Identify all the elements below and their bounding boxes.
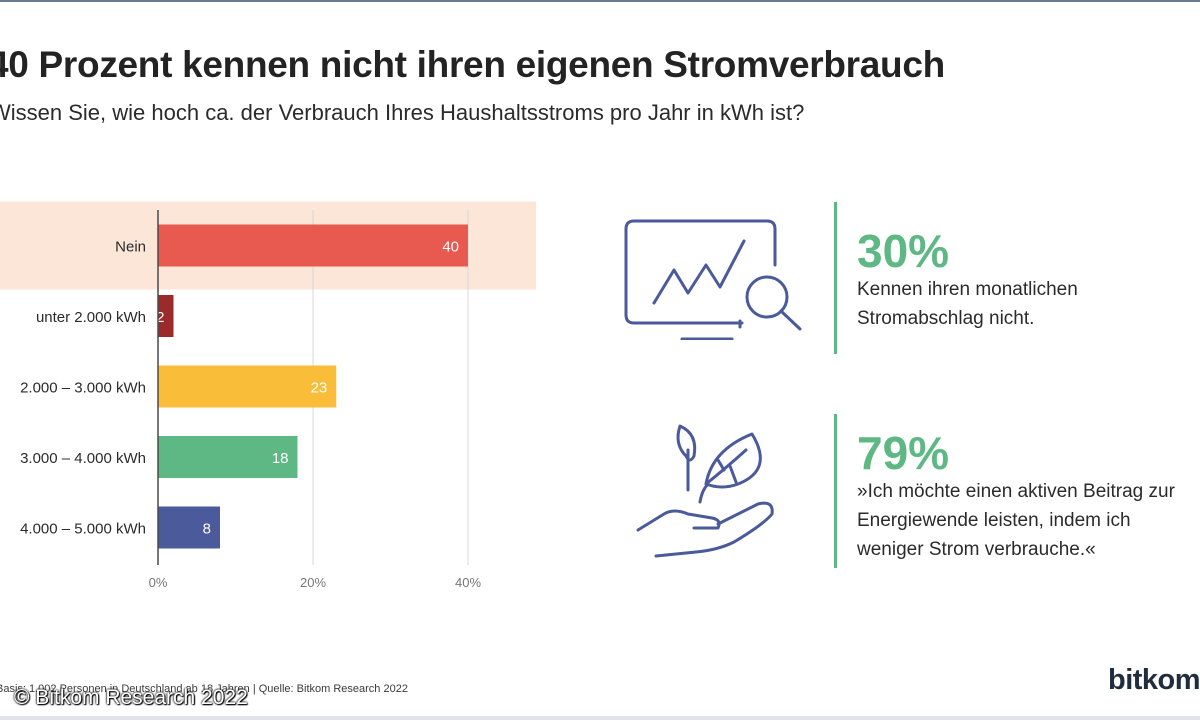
category-label: unter 2.000 kWh [36, 309, 146, 326]
stat-value: 30% [857, 225, 950, 277]
copyright-watermark: © Bitkom Research 2022 [14, 686, 248, 709]
stat-value: 79% [857, 427, 950, 479]
data-label: 23 [311, 380, 328, 397]
bar-chart: Nein 40 unter 2.000 kWh 2 2.000 – 3.000 kWh 2… [0, 201, 536, 590]
category-label: Nein [115, 239, 146, 256]
category-label: 2.000 – 3.000 kWh [20, 380, 146, 397]
stat-divider [834, 414, 837, 568]
data-label: 40 [442, 239, 459, 256]
stat-text: Kennen ihren monatlichen Stromabschlag n… [857, 279, 1078, 329]
monitor-chart-magnifier-icon [624, 219, 802, 340]
bar [158, 436, 298, 478]
data-label: 2 [156, 309, 164, 326]
bar [158, 224, 468, 267]
bottom-rule [0, 716, 1200, 720]
bar [158, 365, 337, 408]
category-label: 3.000 – 4.000 kWh [20, 450, 146, 467]
data-label: 18 [272, 450, 289, 467]
bar [158, 295, 174, 337]
hand-plant-leaf-icon [636, 424, 774, 558]
source-note: Basis: 1.002 Personen in Deutschland ab … [0, 683, 408, 695]
top-rule [0, 0, 1200, 2]
bitkom-logo: bitkom [1108, 664, 1200, 696]
tick-label: 40% [455, 575, 481, 590]
tick-label: 20% [300, 575, 326, 590]
data-label: 8 [203, 521, 211, 538]
bar [158, 506, 220, 549]
stat-divider [834, 202, 837, 354]
stat-text: »Ich möchte einen aktiven Beitrag zur En… [857, 481, 1175, 560]
tick-label: 0% [149, 575, 168, 590]
chart-title: 40 Prozent kennen nicht ihren eigenen St… [0, 44, 945, 85]
chart-subtitle: Wissen Sie, wie hoch ca. der Verbrauch I… [0, 100, 805, 125]
category-label: 4.000 – 5.000 kWh [20, 521, 146, 538]
